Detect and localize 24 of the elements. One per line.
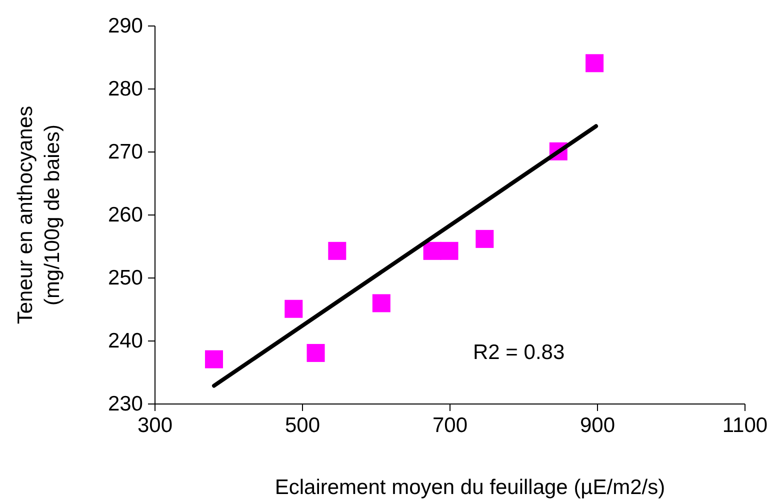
- x-tick-label: 900: [580, 414, 616, 437]
- x-tick-label: 1100: [722, 414, 768, 437]
- x-tick-label: 500: [284, 414, 320, 437]
- y-axis-title: Teneur en anthocyanes (mg/100g de baies): [14, 106, 64, 324]
- x-tick-label: 300: [137, 414, 173, 437]
- y-tick-label: 270: [108, 140, 143, 164]
- point: [372, 294, 390, 312]
- point: [476, 230, 494, 248]
- point: [306, 344, 325, 362]
- annotation: R2 = 0.83: [473, 341, 565, 364]
- y-tick-label: 250: [108, 266, 143, 290]
- y-tick-label: 280: [108, 78, 143, 101]
- point: [328, 242, 346, 260]
- point: [284, 300, 303, 318]
- point: [440, 242, 458, 260]
- y-tick-label: 240: [108, 330, 143, 353]
- x-tick-label: 700: [432, 414, 468, 437]
- point: [586, 54, 604, 72]
- point: [205, 350, 223, 368]
- x-axis-title: Eclairement moyen du feuillage (µE/m2/s): [274, 476, 666, 499]
- y-tick-label: 260: [108, 204, 143, 227]
- y-tick-label: 230: [108, 392, 143, 416]
- point: [423, 242, 442, 260]
- y-tick-label: 290: [108, 14, 143, 38]
